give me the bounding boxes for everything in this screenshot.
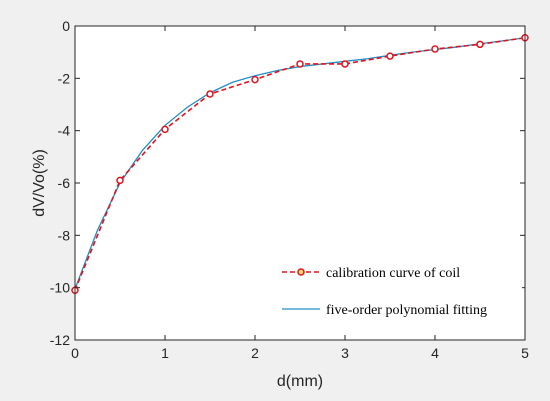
x-tick-label: 3 [341, 345, 349, 361]
x-axis-title: d(mm) [277, 373, 323, 390]
calibration-point [431, 45, 439, 53]
calibration-point [251, 75, 259, 84]
calibration-point [476, 40, 484, 49]
calibration-point [386, 52, 394, 60]
x-tick-label: 0 [71, 345, 79, 361]
calibration-point [206, 90, 214, 98]
calibration-point [161, 125, 169, 134]
calibration-point [296, 60, 304, 68]
y-tick-label: -4 [58, 123, 71, 139]
y-tick-label: -10 [50, 280, 70, 296]
y-tick-label: -2 [58, 70, 71, 86]
y-axis-title: dV/Vo(%) [31, 149, 48, 217]
x-tick-label: 5 [521, 345, 529, 361]
y-tick-label: 0 [62, 18, 70, 34]
calibration-point [116, 176, 124, 185]
legend-label-calibration: calibration curve of coil [326, 266, 460, 281]
y-tick-label: -12 [50, 332, 70, 348]
legend-box [276, 255, 522, 327]
y-tick-label: -6 [58, 175, 71, 191]
x-tick-label: 2 [251, 345, 259, 361]
calibration-point [341, 60, 349, 68]
x-tick-label: 4 [431, 345, 439, 361]
legend: calibration curve of coil five-order pol… [276, 255, 522, 327]
plot-frame [74, 25, 526, 341]
legend-marker-calibration [297, 268, 305, 276]
x-tick-label: 1 [161, 345, 169, 361]
legend-label-polynomial: five-order polynomial fitting [326, 303, 487, 318]
y-tick-label: -8 [58, 227, 71, 243]
